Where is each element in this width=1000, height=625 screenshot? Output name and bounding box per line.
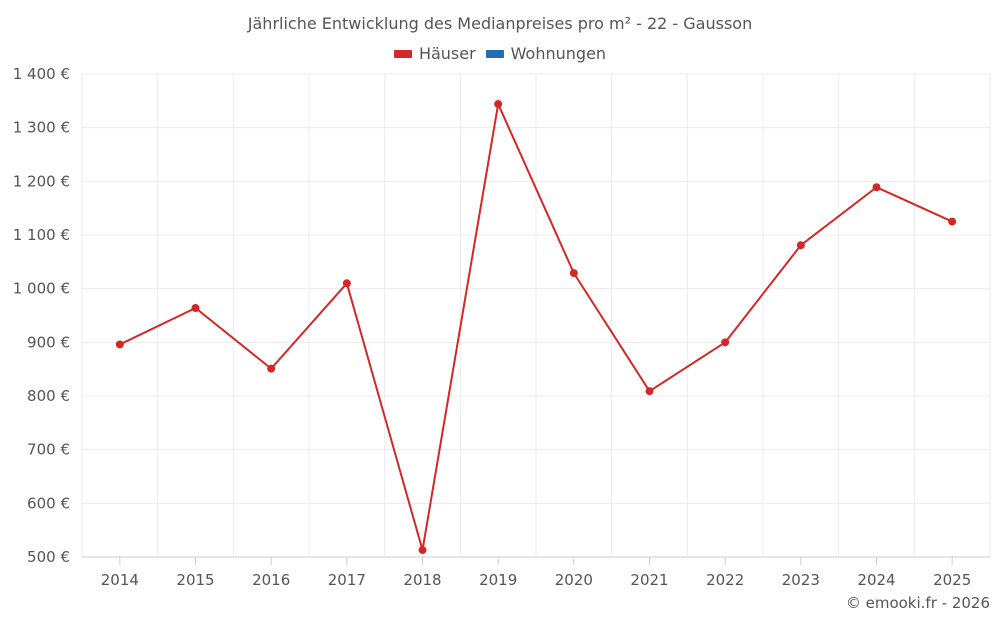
data-point (494, 100, 503, 109)
y-tick-label: 500 € (27, 548, 70, 566)
data-point (721, 338, 730, 347)
data-point (569, 269, 578, 278)
x-tick-label: 2021 (630, 571, 668, 589)
x-tick-label: 2018 (403, 571, 441, 589)
x-tick-label: 2023 (782, 571, 820, 589)
y-tick-label: 900 € (27, 333, 70, 351)
x-tick-label: 2020 (555, 571, 593, 589)
x-tick-label: 2016 (252, 571, 290, 589)
y-tick-label: 1 200 € (13, 172, 70, 190)
data-point (115, 340, 124, 349)
legend-item-haeuser[interactable]: Häuser (393, 44, 476, 63)
copyright-text: © emooki.fr - 2026 (845, 594, 990, 612)
y-tick-label: 700 € (27, 441, 70, 459)
y-tick-label: 1 000 € (13, 280, 70, 298)
legend-item-wohnungen[interactable]: Wohnungen (485, 44, 607, 63)
data-point (948, 217, 957, 226)
x-tick-label: 2015 (176, 571, 214, 589)
legend-swatch-haeuser (393, 49, 412, 58)
data-point (191, 303, 200, 312)
legend-label-haeuser: Häuser (418, 44, 476, 63)
y-tick-label: 1 100 € (13, 226, 70, 244)
series-line-0 (119, 103, 953, 552)
y-tick-label: 800 € (27, 387, 70, 405)
data-point (267, 364, 276, 373)
y-tick-label: 1 300 € (13, 119, 70, 137)
legend: Häuser Wohnungen (0, 44, 1000, 63)
y-tick-label: 600 € (27, 494, 70, 512)
legend-label-wohnungen: Wohnungen (510, 44, 607, 63)
x-tick-label: 2014 (101, 571, 139, 589)
x-tick-label: 2022 (706, 571, 744, 589)
x-tick-label: 2025 (933, 571, 971, 589)
data-point (418, 546, 427, 555)
x-tick-label: 2024 (857, 571, 895, 589)
chart-title: Jährliche Entwicklung des Medianpreises … (247, 14, 753, 33)
x-tick-label: 2019 (479, 571, 517, 589)
y-tick-label: 1 400 € (13, 65, 70, 83)
data-point (872, 183, 881, 192)
data-point (342, 279, 351, 288)
data-point (645, 387, 654, 396)
x-tick-label: 2017 (328, 571, 366, 589)
data-point (796, 241, 805, 250)
legend-swatch-wohnungen (485, 49, 504, 58)
